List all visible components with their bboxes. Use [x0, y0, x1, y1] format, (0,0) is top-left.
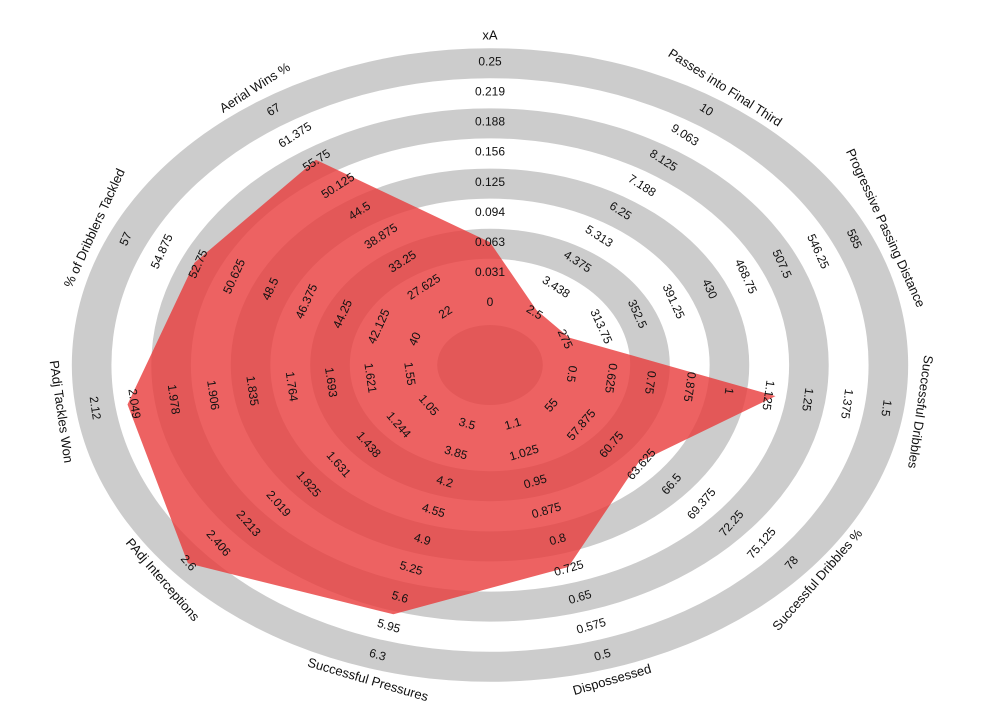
tick-label: 0.65 [567, 587, 594, 607]
tick-label: 1.835 [243, 375, 261, 407]
tick-label: 1.906 [204, 379, 222, 411]
tick-label: 0.75 [642, 370, 659, 395]
tick-label: 4.55 [420, 500, 447, 520]
tick-label: 1.693 [322, 366, 340, 398]
tick-label: 0.063 [475, 235, 505, 249]
param-label: Successful Dribbles [905, 354, 936, 470]
tick-label: 1.25 [799, 387, 816, 412]
tick-label: 1.621 [361, 362, 379, 394]
player-area [127, 159, 776, 615]
tick-label: 0.094 [475, 205, 505, 219]
tick-label: 1.1 [503, 415, 523, 433]
tick-label: 5.95 [376, 616, 403, 636]
tick-label: 1.764 [283, 371, 301, 403]
param-label: xA [482, 28, 498, 43]
tick-label: 57 [117, 230, 135, 248]
tick-label: 0.25 [478, 54, 502, 68]
tick-label: 0.8 [548, 530, 568, 548]
tick-label: 2.049 [125, 388, 143, 420]
tick-label: 6.3 [368, 646, 388, 664]
tick-label: 5.6 [390, 588, 410, 606]
param-label: PAdj Tackles Won [47, 359, 77, 463]
tick-label: 1.125 [759, 380, 777, 412]
tick-label: 4.9 [412, 530, 432, 548]
tick-label: 3.5 [457, 415, 477, 433]
tick-label: 0.125 [475, 175, 505, 189]
tick-label: 1.375 [838, 388, 856, 420]
tick-label: 0.156 [475, 145, 505, 159]
tick-label: 5.25 [398, 558, 425, 578]
tick-label: 1.55 [401, 361, 418, 386]
tick-label: 1 [722, 387, 737, 396]
tick-label: 40 [406, 330, 424, 348]
tick-label: 4.2 [435, 472, 455, 490]
tick-label: 0.625 [602, 362, 620, 394]
tick-label: 0 [487, 295, 494, 309]
tick-label: 0.5 [564, 365, 580, 384]
tick-label: 0.5 [592, 646, 612, 664]
tick-label: 0.875 [681, 371, 699, 403]
tick-label: 0.219 [475, 84, 505, 98]
tick-label: 1.5 [878, 399, 894, 418]
tick-label: 0.95 [522, 471, 549, 491]
tick-label: 0.188 [475, 115, 505, 129]
tick-label: 0.031 [475, 265, 505, 279]
tick-label: 1.978 [165, 384, 183, 416]
tick-label: 2.12 [87, 395, 104, 420]
tick-label: 3.85 [443, 443, 470, 463]
